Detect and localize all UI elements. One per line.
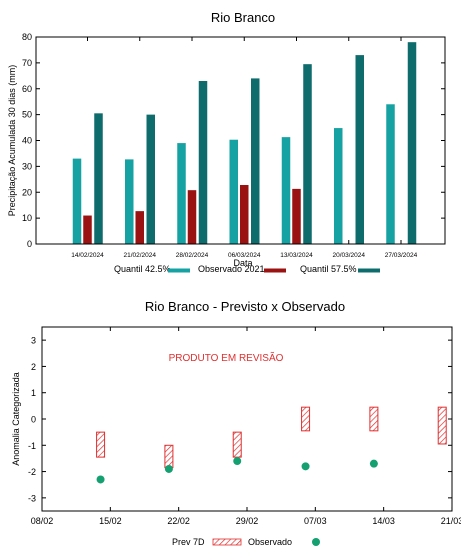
scatter-y-ticks: -3 -2 -1 0 1 2 3 [28, 336, 452, 503]
bar-mark [292, 188, 301, 244]
legend-swatch-quantil-42 [168, 268, 190, 273]
forecast-range-mark [301, 406, 311, 432]
bar-y-tick-label: 50 [22, 110, 32, 120]
scatter-chart: Rio Branco - Previsto x Observado -3 -2 -1… [11, 299, 461, 547]
bar-mark [135, 211, 144, 244]
scatter-y-tick-label: 0 [31, 415, 36, 425]
bar-chart: Rio Branco 0 10 20 30 40 50 60 70 80 14/02/2024 2… [7, 10, 446, 274]
bar-x-tick-label: 14/02/2024 [71, 252, 104, 259]
bar-x-tick-label: 20/03/2024 [332, 252, 365, 259]
scatter-plot-frame [41, 326, 453, 512]
bar-mark [355, 55, 364, 244]
scatter-y-tick-label: 2 [31, 362, 36, 372]
bar-x-tick-label: 28/02/2024 [176, 252, 209, 259]
legend-label-observado: Observado [248, 537, 292, 547]
forecast-range-mark [96, 431, 106, 458]
bar-y-tick-label: 60 [22, 84, 32, 94]
forecast-range-mark [369, 406, 379, 432]
observed-point [369, 459, 378, 468]
bar-mark [83, 215, 92, 244]
bar-y-tick-label: 10 [22, 213, 32, 223]
bar-y-tick-label: 30 [22, 161, 32, 171]
bar-y-axis-label: Precipitação Acumulada 30 dias (mm) [7, 65, 17, 217]
legend-swatch-observado [312, 538, 320, 546]
bar-mark [177, 143, 186, 244]
bar-y-tick-label: 0 [27, 239, 32, 249]
forecast-range-marks [96, 406, 447, 469]
scatter-x-tick-label: 22/02 [167, 516, 190, 526]
bar-y-tick-label: 80 [22, 32, 32, 42]
bar-y-tick-label: 20 [22, 187, 32, 197]
observed-point-marks [96, 457, 378, 484]
bar-mark [334, 128, 343, 244]
legend-label-quantil-42: Quantil 42.5% [114, 264, 171, 274]
scatter-x-tick-label: 21/03 [441, 516, 461, 526]
bar-mark [407, 42, 417, 244]
review-annotation: PRODUTO EM REVISÃO [169, 351, 284, 364]
bar-chart-title: Rio Branco [211, 10, 275, 25]
scatter-y-tick-label: 1 [31, 388, 36, 398]
bar-mark [146, 114, 155, 244]
bar-mark [198, 80, 208, 244]
observed-point [233, 457, 242, 466]
bar-mark [303, 64, 312, 244]
bar-mark [240, 185, 249, 244]
legend-label-observado-2021: Observado 2021 [198, 264, 265, 274]
forecast-range-mark [164, 444, 174, 469]
bar-y-ticks: 0 10 20 30 40 50 60 70 80 [22, 32, 445, 249]
bar-x-tick-label: 06/03/2024 [228, 252, 261, 259]
bar-y-tick-label: 40 [22, 136, 32, 146]
scatter-x-tick-label: 14/03 [372, 516, 395, 526]
scatter-y-tick-label: -1 [28, 441, 36, 451]
bar-marks [72, 42, 417, 245]
scatter-y-axis-label: Anomalia Categorizada [11, 372, 21, 466]
bar-mark [251, 78, 260, 245]
scatter-chart-title: Rio Branco - Previsto x Observado [145, 299, 345, 314]
bar-legend: Quantil 42.5% Observado 2021 Quantil 57.… [114, 264, 380, 274]
observed-point [164, 464, 173, 473]
observed-point [301, 462, 310, 471]
bar-mark [229, 139, 238, 244]
bar-x-tick-label: 27/03/2024 [385, 252, 418, 259]
bar-mark [281, 137, 291, 244]
legend-label-prev-7d: Prev 7D [172, 537, 205, 547]
scatter-x-tick-label: 15/02 [99, 516, 122, 526]
bar-y-tick-label: 70 [22, 58, 32, 68]
bar-mark [94, 113, 103, 244]
bar-x-tick-label: 21/02/2024 [123, 252, 156, 259]
bar-plot-frame [35, 36, 446, 245]
bar-mark [187, 190, 197, 244]
bar-x-axis-label: Data [233, 258, 252, 268]
forecast-range-mark [437, 406, 447, 445]
scatter-y-tick-label: -3 [28, 493, 36, 503]
bar-x-tick-label: 13/03/2024 [280, 252, 313, 259]
legend-swatch-observado-2021 [264, 268, 286, 273]
scatter-x-tick-label: 29/02 [236, 516, 259, 526]
scatter-y-tick-label: 3 [31, 336, 36, 346]
observed-point [96, 475, 105, 484]
legend-swatch-quantil-57 [358, 268, 380, 273]
bar-mark [386, 104, 395, 245]
forecast-range-mark [232, 431, 242, 458]
bar-mark [125, 159, 134, 244]
scatter-y-tick-label: -2 [28, 467, 36, 477]
scatter-legend: Prev 7D Observado [172, 537, 320, 547]
scatter-x-tick-label: 08/02 [31, 516, 54, 526]
scatter-x-tick-label: 07/03 [304, 516, 327, 526]
legend-label-quantil-57: Quantil 57.5% [300, 264, 357, 274]
legend-swatch-prev-7d [212, 538, 242, 546]
bar-x-ticks: 14/02/2024 21/02/2024 28/02/2024 06/03/2024… [71, 37, 418, 259]
bar-mark [72, 158, 82, 244]
